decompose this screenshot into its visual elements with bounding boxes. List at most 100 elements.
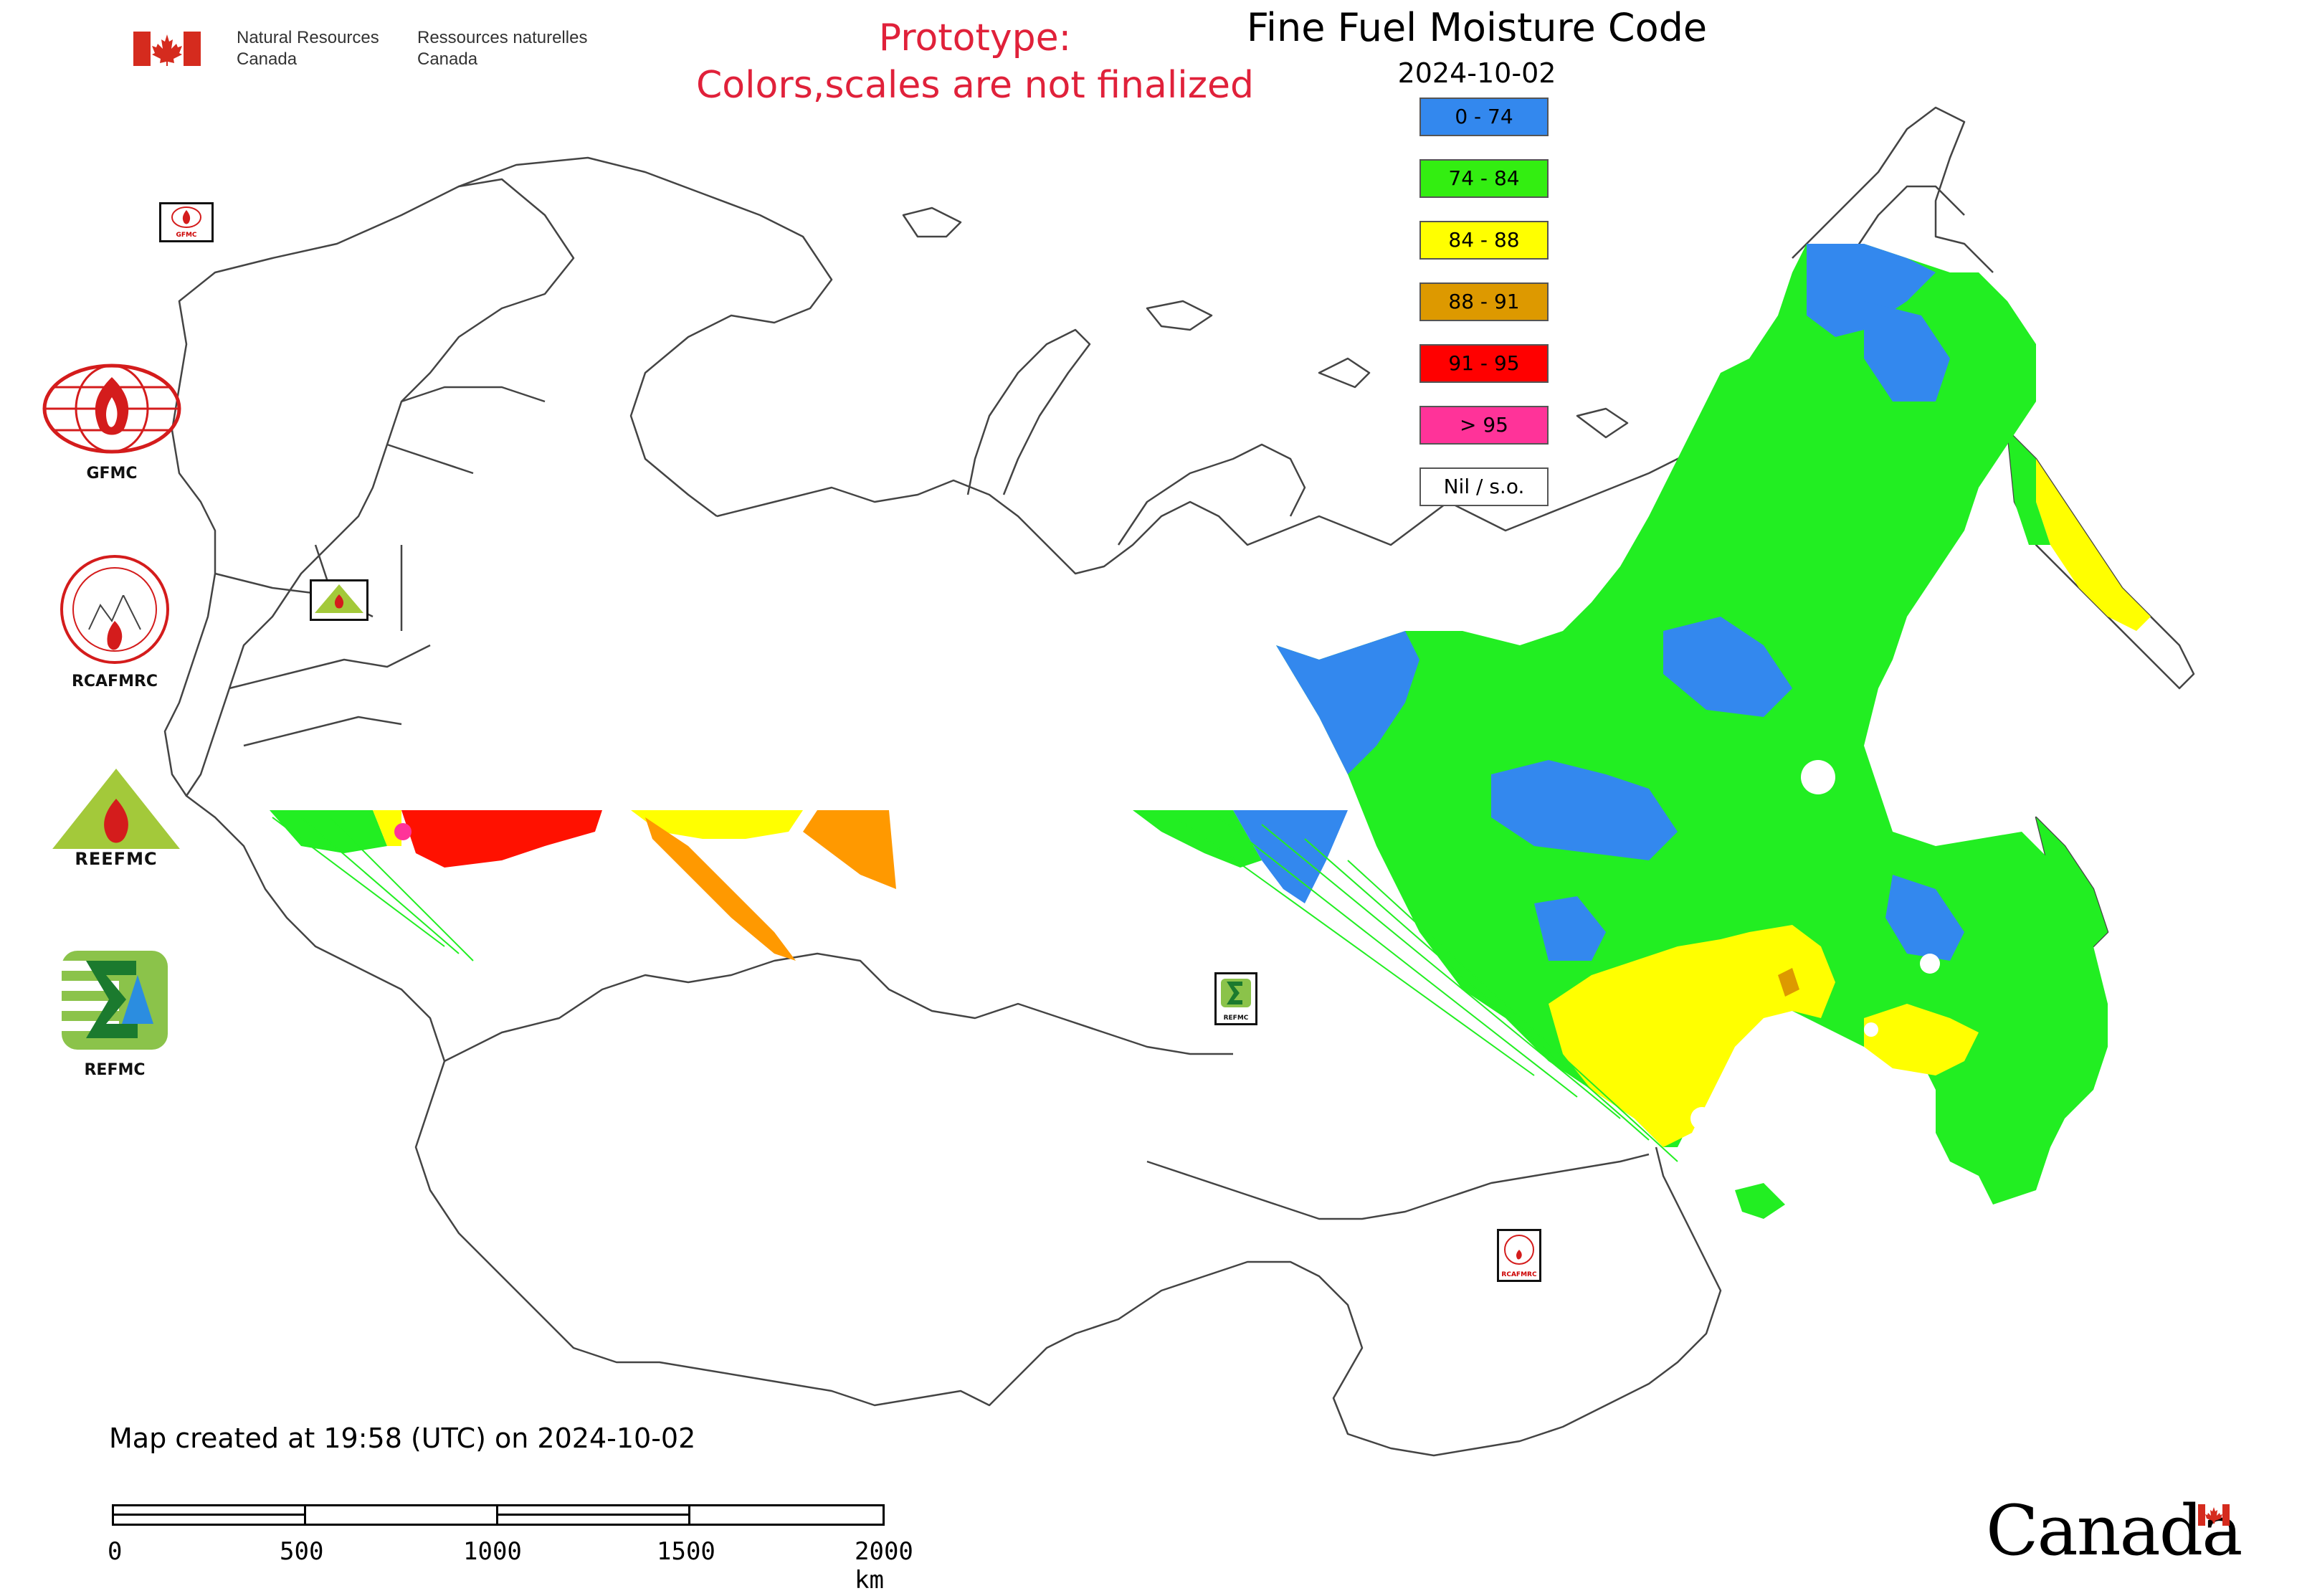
data-coverage xyxy=(1276,244,2151,1219)
fip-en-line1: Natural Resources xyxy=(237,28,379,47)
data-hole xyxy=(1690,1107,1713,1130)
fip-english: Natural Resources Canada xyxy=(237,27,379,70)
coverage-region-blue-mid xyxy=(1491,760,1678,860)
refmc-small-label: REFMC xyxy=(1223,1015,1249,1022)
legend-item-0: 0 - 74 xyxy=(1419,98,1549,136)
arctic-islands xyxy=(902,206,1629,439)
rcafmrc-seal-icon xyxy=(60,555,169,664)
coverage-region-blue-se xyxy=(1885,875,1964,961)
prototype-line2: Colors,scales are not finalized xyxy=(695,64,1255,107)
swath-pink-spot xyxy=(394,823,412,840)
coverage-region-blue-c xyxy=(1663,617,1792,717)
legend-label: 91 - 95 xyxy=(1448,351,1520,375)
reefmc-triangle-icon xyxy=(37,769,195,866)
gfmc-small-label: GFMC xyxy=(176,232,197,239)
map-created-note: Map created at 19:58 (UTC) on 2024-10-02 xyxy=(109,1422,696,1454)
flag-bar-right xyxy=(184,32,201,66)
refmc-badge: REFMC xyxy=(57,946,172,1079)
legend-item-2: 84 - 88 xyxy=(1419,221,1549,260)
admin-lines-west xyxy=(214,386,546,747)
canada-wordmark-text: Canada xyxy=(1986,1491,2242,1571)
fip-en-line2: Canada xyxy=(237,49,298,69)
fip-french: Ressources naturelles Canada xyxy=(417,27,587,70)
swath-orange-diag xyxy=(645,817,796,961)
reefmc-logo-text: REEFMC xyxy=(75,849,158,869)
gfmc-small-marker: GFMC xyxy=(159,202,214,242)
legend-label: 84 - 88 xyxy=(1448,228,1520,252)
legend-item-5: > 95 xyxy=(1419,406,1549,445)
kola-outline xyxy=(458,156,833,517)
scale-label-500: 500 xyxy=(280,1537,324,1566)
legend-item-6: Nil / s.o. xyxy=(1419,467,1549,506)
fip-signature: Natural Resources Canada Ressources natu… xyxy=(133,27,607,77)
swath-red-west xyxy=(401,810,602,868)
prototype-line1: Prototype: xyxy=(878,16,1072,60)
coverage-region-blue-w xyxy=(1276,631,1419,774)
coverage-region-yellow xyxy=(1549,925,1835,1147)
coverage-region-east-green xyxy=(1276,244,2108,1205)
legend-label: Nil / s.o. xyxy=(1443,475,1525,498)
refmc-label: REFMC xyxy=(84,1061,146,1079)
rcafmrc-small-marker: RCAFMRC xyxy=(1497,1229,1541,1282)
data-hole xyxy=(1801,760,1835,794)
data-hole xyxy=(1920,954,1940,974)
map-title: Fine Fuel Moisture Code xyxy=(1246,5,1708,50)
canada-flag-icon xyxy=(152,34,182,66)
country-boundaries xyxy=(163,106,2195,1457)
coverage-region-orange-spot xyxy=(1778,968,1799,997)
coverage-region-blue-sw xyxy=(1534,896,1606,961)
coverage-region-japan-small xyxy=(1735,1183,1785,1219)
legend-label: > 95 xyxy=(1460,413,1508,437)
swath-yellow-mid xyxy=(631,810,803,839)
coverage-region-blue-n xyxy=(1807,244,1936,337)
scale-label-1500: 1500 xyxy=(657,1537,715,1566)
coverage-region-sakhalin xyxy=(2036,817,2108,946)
refmc-small-marker: REFMC xyxy=(1214,972,1257,1025)
coverage-region-yellow-2 xyxy=(1864,1004,1979,1075)
rcafmrc-small-label: RCAFMRC xyxy=(1501,1271,1537,1278)
rcafmrc-badge: RCAFMRC xyxy=(43,552,186,690)
rcafmrc-label: RCAFMRC xyxy=(71,673,158,690)
swath-blue-east xyxy=(1233,810,1348,903)
map-date: 2024-10-02 xyxy=(1397,57,1556,89)
kazakhstan-border xyxy=(444,952,1233,1063)
swath-green-east xyxy=(1133,810,1262,868)
swath-yellow-west xyxy=(373,810,401,846)
taymyr-outline xyxy=(1117,443,1306,546)
southern-boundary xyxy=(186,795,1722,1457)
scale-bar: 0 500 1000 1500 2000 km xyxy=(108,1504,913,1595)
gfmc-label: GFMC xyxy=(86,465,138,483)
canada-wordmark-flag-icon xyxy=(2198,1504,2230,1526)
gfmc-badge: GFMC xyxy=(40,363,184,483)
scale-segment xyxy=(498,1514,690,1516)
reefmc-small-marker xyxy=(310,579,368,621)
scale-label-0: 0 xyxy=(108,1537,123,1566)
coverage-region-blue-ne xyxy=(1864,301,1950,402)
legend-label: 88 - 91 xyxy=(1448,290,1520,313)
fip-fr-line2: Canada xyxy=(417,49,478,69)
prototype-notice: Prototype: Colors,scales are not finaliz… xyxy=(631,14,1319,109)
legend-item-4: 91 - 95 xyxy=(1419,344,1549,383)
swath-green-west xyxy=(270,810,387,853)
scale-label-2000: 2000 km xyxy=(855,1537,913,1595)
swath-lines xyxy=(272,817,1678,1162)
novaya-zemlya xyxy=(966,328,1091,495)
flag-bar-left xyxy=(133,32,151,66)
gfmc-mini-icon xyxy=(171,206,201,228)
canada-wordmark: Canada xyxy=(1986,1491,2244,1570)
scandinavia-outline xyxy=(163,178,575,797)
data-hole xyxy=(2063,1118,2083,1139)
reefmc-mini-icon xyxy=(315,584,363,613)
legend-item-1: 74 - 84 xyxy=(1419,159,1549,198)
legend-item-3: 88 - 91 xyxy=(1419,282,1549,321)
coverage-region-kamchatka-yellow xyxy=(2036,459,2151,631)
legend-label: 0 - 74 xyxy=(1455,105,1513,128)
gfmc-globe-fire-icon xyxy=(42,364,181,454)
refmc-mini-icon xyxy=(1221,979,1251,1007)
western-data-swath xyxy=(270,810,1678,1162)
swath-orange-mid xyxy=(803,810,896,889)
coverage-region-kamchatka-green xyxy=(2007,430,2050,545)
legend-label: 74 - 84 xyxy=(1448,166,1520,190)
scale-segment xyxy=(114,1514,306,1516)
